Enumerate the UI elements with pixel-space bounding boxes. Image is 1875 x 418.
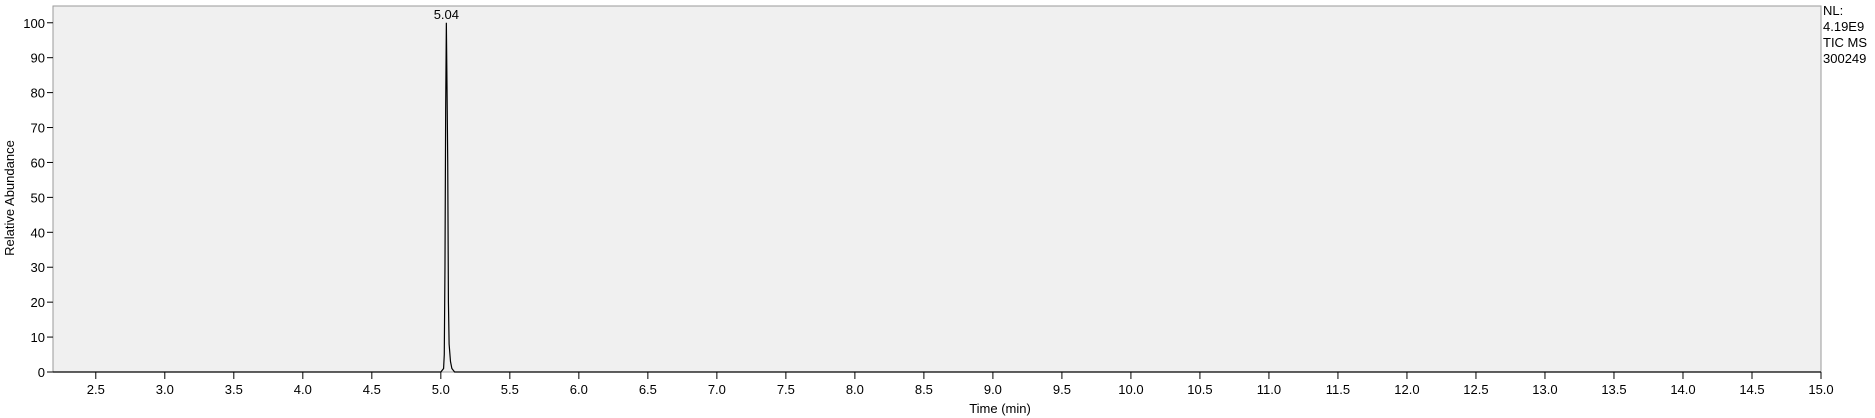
x-tick-label: 9.0	[984, 382, 1002, 397]
x-tick-label: 8.0	[846, 382, 864, 397]
info-text: 4.19E9	[1823, 19, 1864, 34]
x-tick-label: 5.5	[501, 382, 519, 397]
x-tick-label: 14.0	[1670, 382, 1695, 397]
x-tick-label: 7.0	[708, 382, 726, 397]
y-tick-label: 70	[31, 121, 45, 136]
x-tick-label: 6.5	[639, 382, 657, 397]
x-tick-label: 10.0	[1118, 382, 1143, 397]
x-tick-label: 13.0	[1532, 382, 1557, 397]
y-axis-label: Relative Abundance	[2, 140, 17, 256]
info-text: NL:	[1823, 3, 1843, 18]
info-text: TIC MS	[1823, 35, 1867, 50]
y-tick-label: 10	[31, 330, 45, 345]
x-tick-label: 11.5	[1326, 382, 1350, 397]
x-tick-label: 5.0	[432, 382, 450, 397]
x-tick-label: 11.0	[1257, 382, 1281, 397]
trace	[53, 22, 1821, 373]
y-tick-label: 80	[31, 86, 45, 101]
x-tick-label: 8.5	[915, 382, 933, 397]
x-tick-label: 3.0	[156, 382, 174, 397]
x-tick-label: 13.5	[1601, 382, 1626, 397]
x-tick-label: 14.5	[1739, 382, 1764, 397]
x-tick-label: 12.0	[1394, 382, 1419, 397]
x-tick-label: 4.5	[363, 382, 381, 397]
peak-label: 5.04	[434, 7, 459, 22]
y-tick-label: 60	[31, 155, 45, 170]
y-tick-label: 0	[38, 365, 45, 380]
x-tick-label: 6.0	[570, 382, 588, 397]
y-tick-label: 90	[31, 51, 45, 66]
x-axis-label: Time (min)	[969, 401, 1031, 416]
y-tick-label: 30	[31, 260, 45, 275]
range-label: RT: 2.19 - 15.00	[0, 0, 92, 2]
y-tick-label: 40	[31, 225, 45, 240]
y-tick-label: 100	[23, 16, 45, 31]
x-tick-label: 9.5	[1053, 382, 1071, 397]
x-tick-label: 2.5	[87, 382, 105, 397]
x-tick-label: 7.5	[777, 382, 795, 397]
x-tick-label: 12.5	[1463, 382, 1488, 397]
x-tick-label: 10.5	[1187, 382, 1212, 397]
y-tick-label: 20	[31, 295, 45, 310]
x-tick-label: 4.0	[294, 382, 312, 397]
plot-area	[52, 5, 1822, 373]
x-tick-label: 3.5	[225, 382, 243, 397]
info-text: 300249	[1823, 51, 1866, 66]
x-tick-label: 15.0	[1808, 382, 1833, 397]
y-tick-label: 50	[31, 190, 45, 205]
